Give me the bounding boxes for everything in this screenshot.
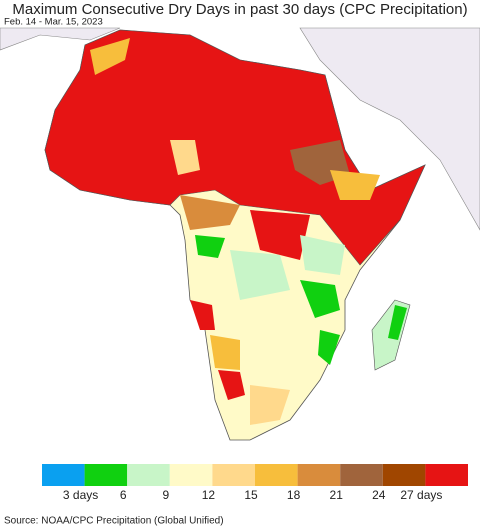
legend-swatch <box>169 464 213 486</box>
legend-swatch <box>212 464 255 486</box>
dry-region <box>180 195 240 230</box>
map-subtitle: Feb. 14 - Mar. 15, 2023 <box>4 17 103 28</box>
dry-region <box>190 300 215 330</box>
legend-swatch <box>340 464 383 486</box>
dry-region <box>210 335 240 370</box>
legend-label: 18 <box>287 488 301 502</box>
legend: 3 days 6 9 12 15 18 21 24 27 days <box>42 464 468 502</box>
legend-swatch <box>84 464 128 486</box>
dry-region <box>44 29 426 266</box>
legend-label: 15 <box>244 488 258 502</box>
wet-region <box>230 250 290 300</box>
wet-region <box>300 280 340 318</box>
source: Source: NOAA/CPC Precipitation (Global U… <box>4 516 224 527</box>
legend-swatch <box>382 464 426 486</box>
dry-region <box>170 140 200 175</box>
dry-region <box>90 38 130 75</box>
legend-swatch <box>255 464 298 486</box>
legend-label: 6 <box>120 488 127 502</box>
non-africa-land <box>0 27 121 51</box>
wet-region <box>388 305 407 340</box>
legend-swatch <box>425 464 468 486</box>
legend-swatch <box>297 464 341 486</box>
legend-label: 12 <box>202 488 216 502</box>
map-title: Maximum Consecutive Dry Days in past 30 … <box>12 1 467 18</box>
legend-label: 21 <box>330 488 344 502</box>
non-africa-land <box>299 27 480 231</box>
dry-region <box>250 385 290 425</box>
dry-region <box>218 370 245 400</box>
wet-region <box>195 235 225 258</box>
dry-region <box>250 210 310 260</box>
dry-region <box>330 170 380 200</box>
legend-swatch <box>127 464 170 486</box>
legend-swatch <box>42 464 85 486</box>
legend-label: 3 days <box>63 488 98 502</box>
wet-region <box>300 235 345 275</box>
wet-region <box>318 330 340 365</box>
legend-label: 24 <box>372 488 386 502</box>
legend-label: 27 days <box>400 488 442 502</box>
legend-label: 9 <box>162 488 169 502</box>
